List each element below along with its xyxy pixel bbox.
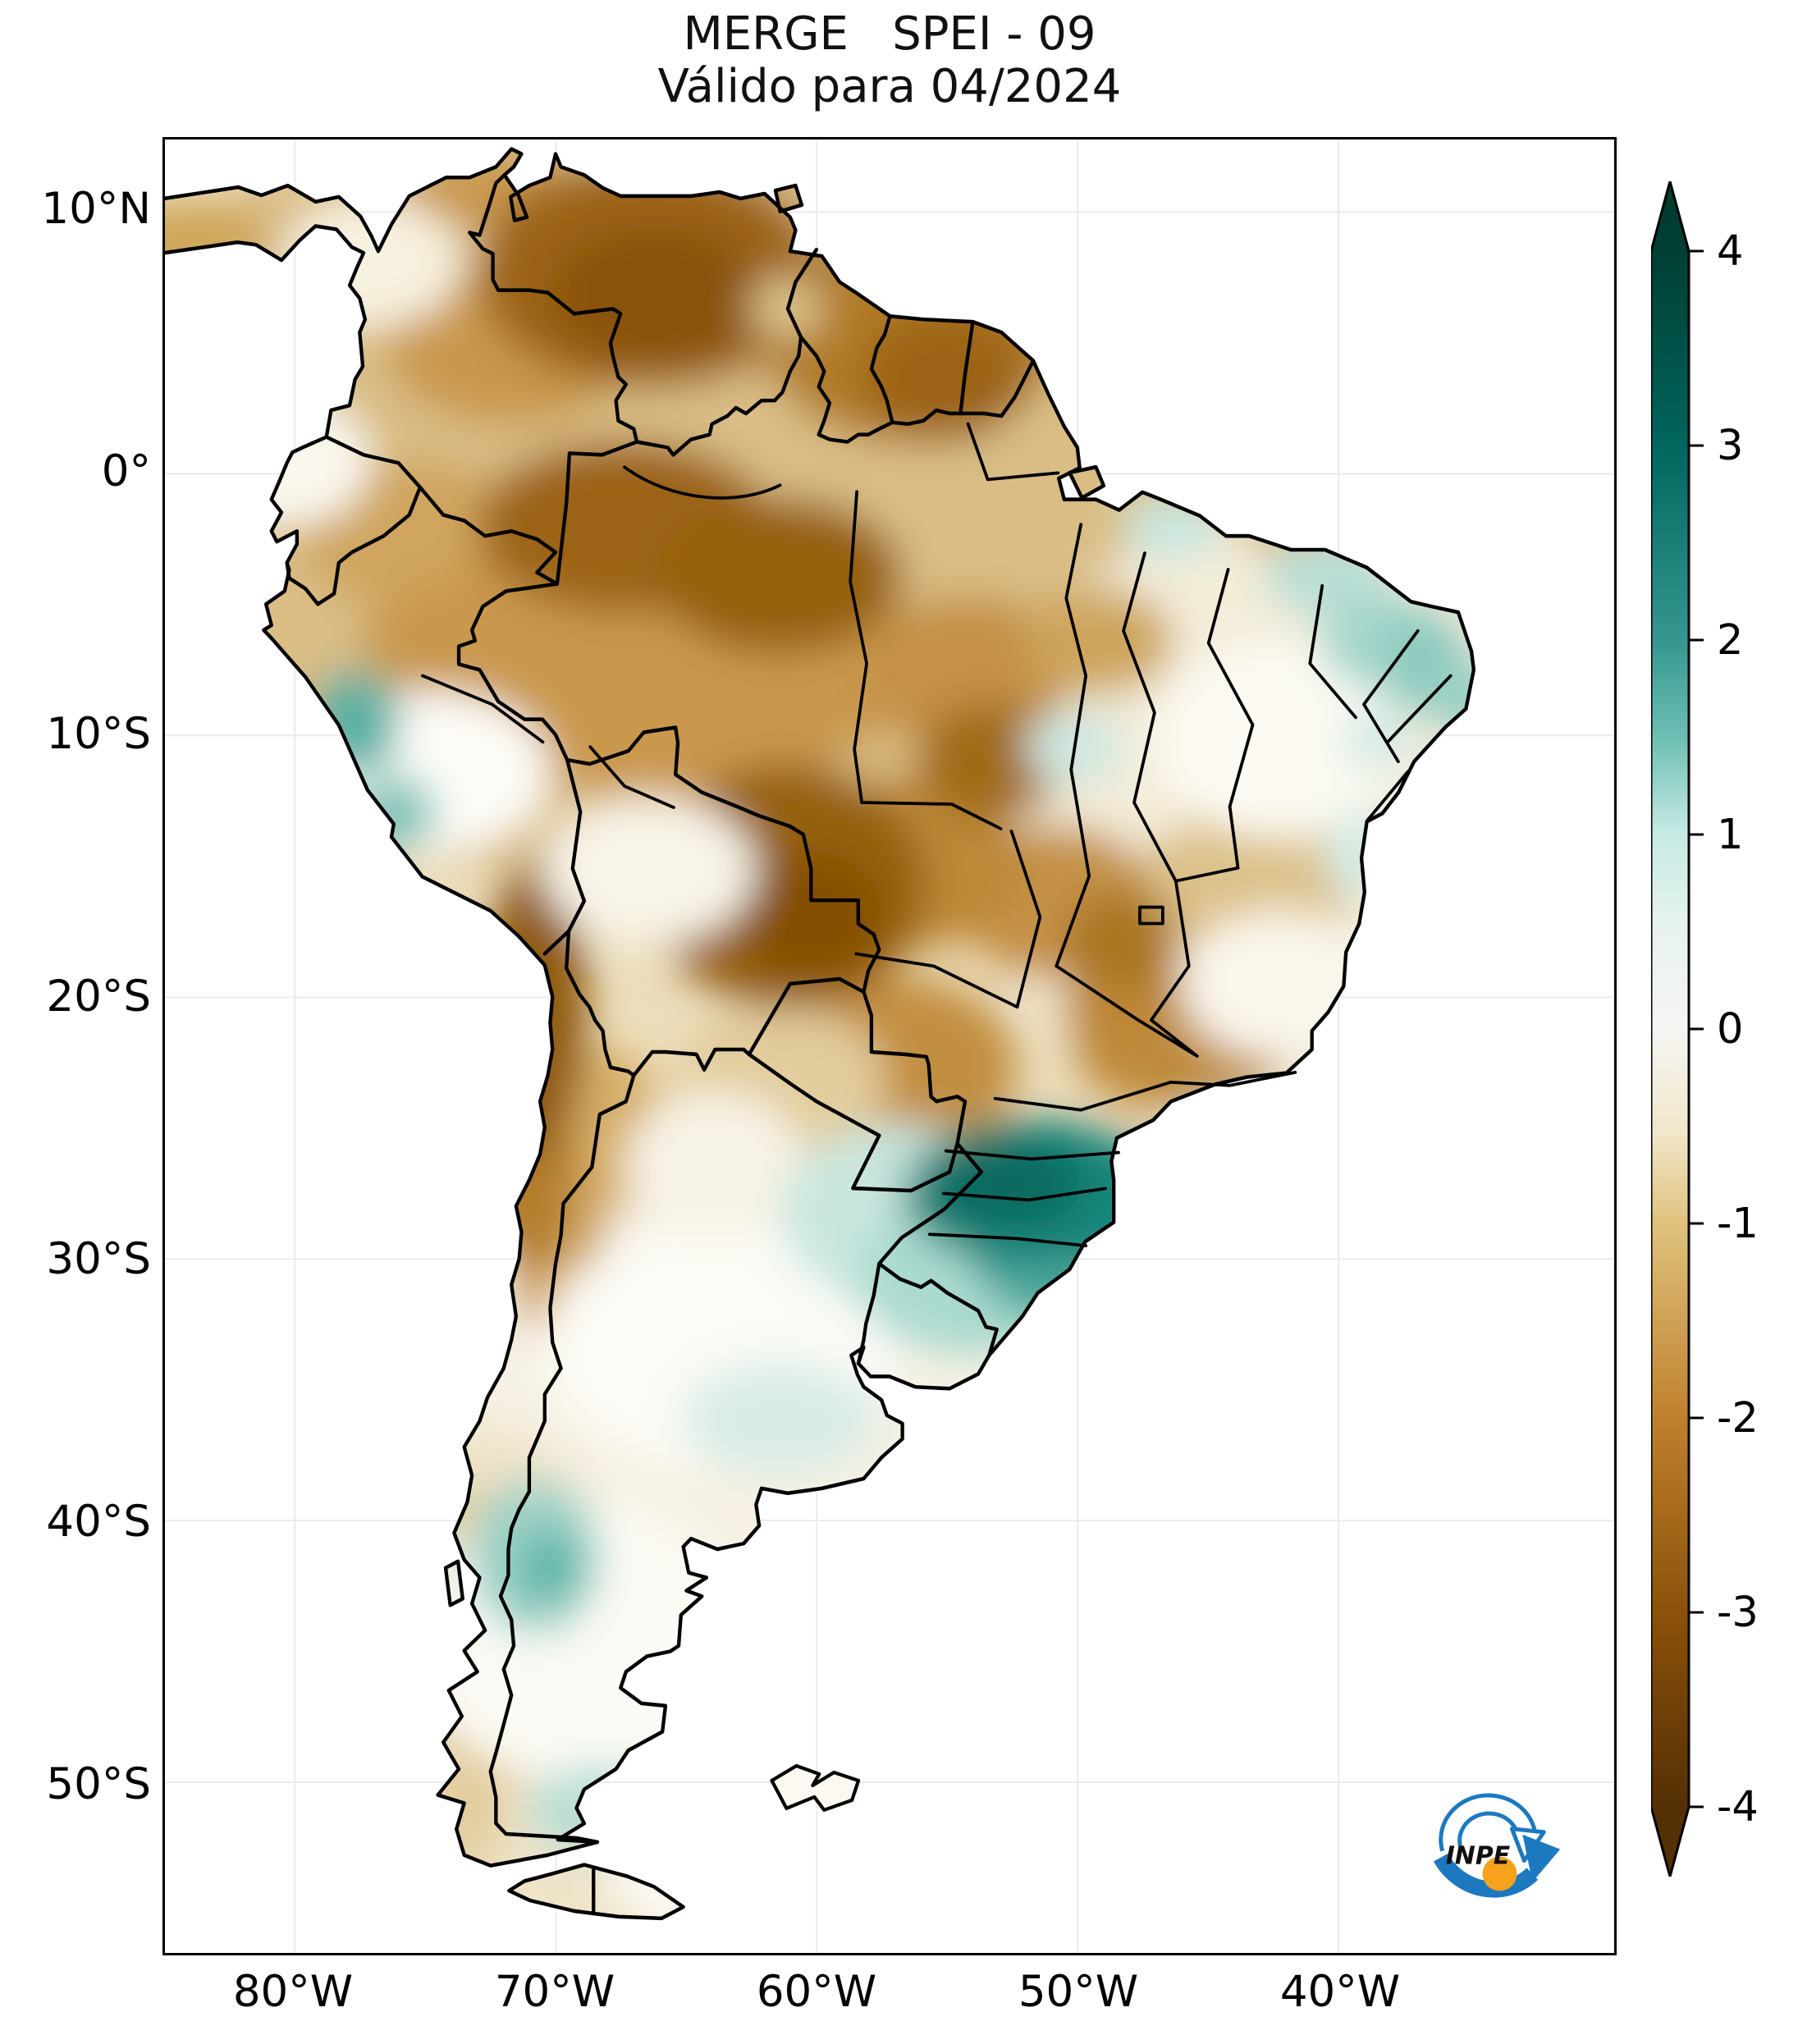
colorbar-tick-label: 3 [1717, 422, 1744, 470]
spei-blob [657, 498, 903, 654]
spei-blob [737, 851, 885, 983]
spei-blob [1155, 641, 1402, 838]
x-axis-tick-label: 50°W [1018, 1967, 1139, 2017]
colorbar-tick-label: -2 [1717, 1394, 1759, 1443]
colorbar-tick-label: -1 [1717, 1200, 1759, 1248]
spei-blob [549, 226, 762, 365]
colorbar-tick-label: 2 [1717, 616, 1744, 665]
y-axis-tick-label: 10°N [41, 184, 151, 234]
chiloe-island [443, 1559, 464, 1607]
spei-blob [1340, 708, 1414, 771]
spei-blob [313, 837, 380, 903]
trinidad-island [773, 183, 804, 214]
y-axis-tick-label: 30°S [46, 1234, 151, 1284]
coastline [165, 147, 1476, 1868]
map-canvas: INPE [165, 139, 1614, 1953]
inpe-logo: INPE [1433, 1793, 1561, 1898]
tierra-del-fuego [507, 1863, 685, 1921]
spei-blob [1180, 911, 1377, 1059]
colorbar-tick-label: -4 [1717, 1783, 1759, 1831]
spei-blob [1025, 588, 1173, 695]
x-axis-tick-label: 40°W [1279, 1967, 1401, 2017]
y-axis-tick-label: 20°S [46, 972, 151, 1022]
colorbar-tick-label: -3 [1717, 1589, 1759, 1637]
state-borders [421, 422, 1453, 1248]
map-frame: INPE [162, 137, 1617, 1955]
logo-text: INPE [1446, 1842, 1511, 1871]
y-axis-tick-label: 0° [101, 446, 151, 496]
chart-title: MERGE SPEI - 09 [683, 7, 1096, 61]
colorbar [1651, 181, 1704, 1877]
colorbar-bar [1651, 181, 1690, 1877]
logo-outer-swoosh [1439, 1793, 1538, 1852]
spei-blob [606, 1783, 1032, 1918]
spei-blob [681, 1360, 879, 1476]
marajo-island [1068, 464, 1106, 501]
spei-blob [516, 1530, 583, 1604]
spei-blob [917, 704, 1065, 819]
chart-subtitle: Válido para 04/2024 [657, 60, 1122, 113]
spei-blob [1064, 892, 1179, 991]
colorbar-tick-label: 1 [1717, 811, 1744, 859]
spei-blob [931, 1138, 1083, 1229]
spei-blob [737, 1747, 885, 1829]
spei-blob [542, 797, 756, 944]
spei-blob [256, 350, 323, 409]
logo-arrowhead [1522, 1834, 1561, 1882]
falkland-islands [770, 1763, 861, 1812]
x-axis-tick-label: 70°W [494, 1967, 615, 2017]
x-axis-tick-label: 60°W [756, 1967, 877, 2017]
x-axis-tick-label: 80°W [232, 1967, 354, 2017]
spei-blob [862, 312, 1026, 443]
y-axis-tick-label: 40°S [46, 1497, 151, 1547]
colorbar-tick-label: 0 [1717, 1005, 1744, 1054]
y-axis-tick-label: 50°S [46, 1759, 151, 1809]
country-borders [285, 172, 1036, 1916]
colorbar-tick-marks [1689, 249, 1704, 1809]
coastline-and-borders [165, 147, 1476, 1921]
logo-sun [1482, 1856, 1517, 1891]
spei-blob [1174, 1100, 1265, 1159]
colorbar-tick-label: 4 [1717, 227, 1744, 276]
logo-arrow-tail [1433, 1853, 1539, 1898]
y-axis-tick-label: 10°S [46, 709, 151, 759]
spei-blob [624, 1091, 805, 1239]
spei-blob [281, 197, 461, 328]
